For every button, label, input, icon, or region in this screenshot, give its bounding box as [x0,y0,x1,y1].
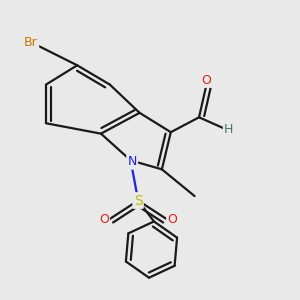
Text: O: O [167,213,177,226]
Text: S: S [134,194,142,208]
Text: H: H [224,123,233,136]
Text: Br: Br [24,36,38,49]
Text: O: O [99,213,109,226]
Text: O: O [202,74,212,87]
Text: N: N [128,155,137,168]
